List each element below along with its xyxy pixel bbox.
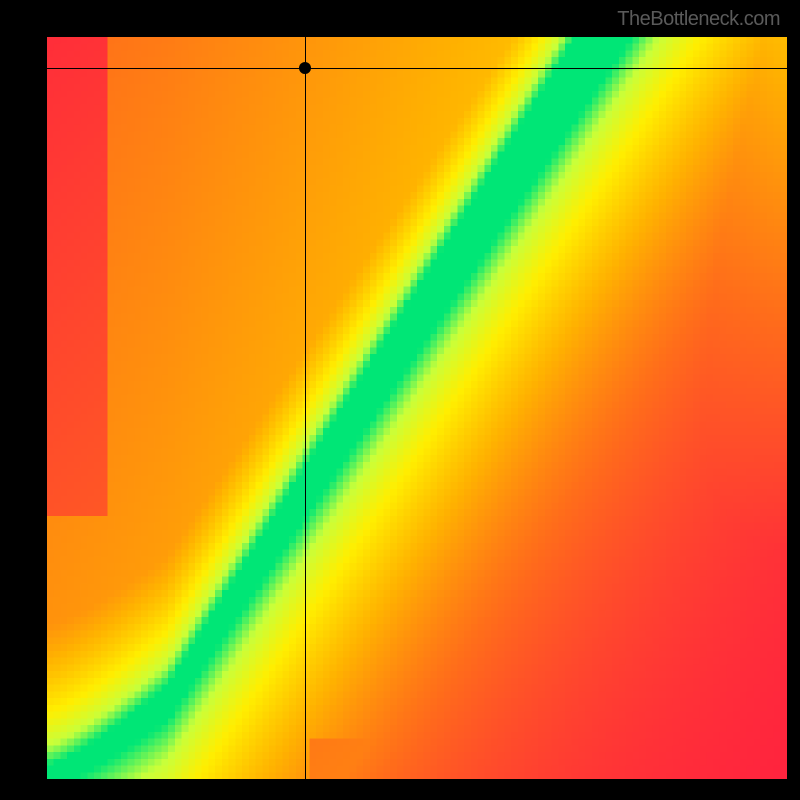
crosshair-marker — [299, 62, 311, 74]
watermark-text: TheBottleneck.com — [617, 8, 780, 31]
crosshair-horizontal — [47, 68, 787, 69]
plot-area — [47, 37, 787, 779]
heatmap-canvas — [47, 37, 787, 779]
crosshair-vertical — [305, 37, 306, 779]
